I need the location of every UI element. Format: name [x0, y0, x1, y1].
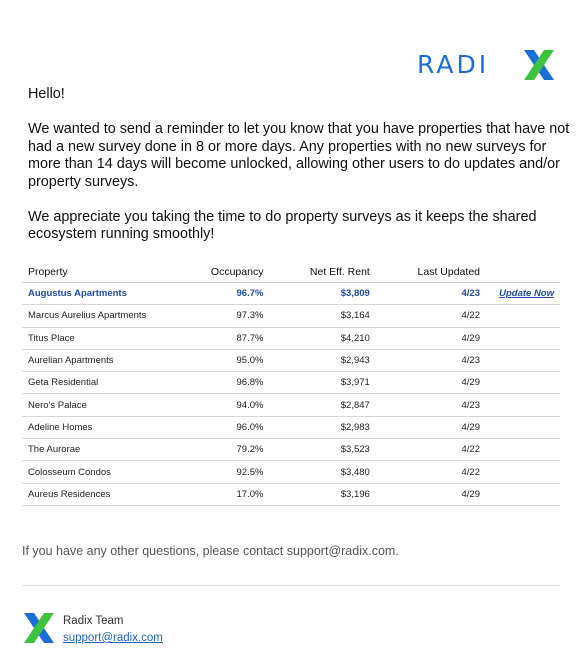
cell-property: Aureus Residences — [22, 483, 174, 506]
table-row: The Aurorae 79.2% $3,523 4/22 — [22, 438, 560, 462]
cell-updated: 4/29 — [375, 416, 486, 440]
cell-updated: 4/23 — [375, 282, 486, 306]
cell-action — [486, 304, 560, 328]
header-rent: Net Eff. Rent — [269, 262, 376, 283]
cell-updated: 4/23 — [375, 393, 486, 417]
table-row: Aureus Residences 17.0% $3,196 4/29 — [22, 483, 560, 506]
cell-property: Geta Residential — [22, 371, 174, 395]
divider — [22, 585, 560, 586]
contact-line: If you have any other questions, please … — [22, 544, 399, 558]
cell-property: Augustus Apartments — [22, 282, 174, 306]
cell-action — [486, 483, 560, 506]
cell-rent: $3,523 — [269, 438, 376, 462]
cell-occupancy: 17.0% — [174, 483, 270, 506]
cell-action — [486, 371, 560, 395]
cell-occupancy: 95.0% — [174, 349, 270, 373]
table-row: Geta Residential 96.8% $3,971 4/29 — [22, 371, 560, 395]
greeting: Hello! — [28, 86, 65, 102]
cell-rent: $3,164 — [269, 304, 376, 328]
cell-rent: $3,480 — [269, 460, 376, 484]
cell-action — [486, 327, 560, 350]
properties-table: Property Occupancy Net Eff. Rent Last Up… — [22, 262, 560, 506]
email-body: Hello! We wanted to send a reminder to l… — [28, 86, 573, 261]
cell-rent: $3,809 — [269, 282, 376, 306]
cell-occupancy: 94.0% — [174, 393, 270, 417]
header-occupancy: Occupancy — [174, 262, 270, 283]
cell-updated: 4/29 — [375, 327, 486, 350]
cell-property: Marcus Aurelius Apartments — [22, 304, 174, 328]
cell-action — [486, 438, 560, 462]
table-row: Titus Place 87.7% $4,210 4/29 — [22, 327, 560, 350]
header-property: Property — [22, 262, 174, 283]
cell-occupancy: 97.3% — [174, 304, 270, 328]
cell-rent: $2,943 — [269, 349, 376, 373]
cell-property: The Aurorae — [22, 438, 174, 462]
cell-rent: $3,971 — [269, 371, 376, 395]
cell-property: Aurelian Apartments — [22, 349, 174, 373]
cell-action — [486, 460, 560, 484]
cell-property: Titus Place — [22, 327, 174, 350]
cell-property: Nero's Palace — [22, 393, 174, 417]
reminder-paragraph: We wanted to send a reminder to let you … — [28, 121, 570, 190]
cell-action — [486, 349, 560, 373]
signature-name: Radix Team — [63, 615, 124, 627]
radix-logo: RADI — [417, 48, 557, 82]
signature-email-link[interactable]: support@radix.com — [63, 632, 163, 644]
update-now-link[interactable]: Update Now — [499, 288, 554, 300]
cell-occupancy: 92.5% — [174, 460, 270, 484]
logo-wordmark: RADI — [417, 50, 490, 79]
table-row: Aurelian Apartments 95.0% $2,943 4/23 — [22, 349, 560, 373]
cell-rent: $2,847 — [269, 393, 376, 417]
cell-updated: 4/22 — [375, 438, 486, 462]
header-action — [486, 262, 560, 283]
header-updated: Last Updated — [375, 262, 486, 283]
cell-rent: $3,196 — [269, 483, 376, 506]
appreciation-paragraph: We appreciate you taking the time to do … — [28, 208, 537, 243]
table-row: Adeline Homes 96.0% $2,983 4/29 — [22, 416, 560, 440]
cell-property: Adeline Homes — [22, 416, 174, 440]
cell-occupancy: 79.2% — [174, 438, 270, 462]
table-row-highlight: Augustus Apartments 96.7% $3,809 4/23 Up… — [22, 282, 560, 306]
cell-updated: 4/22 — [375, 460, 486, 484]
cell-occupancy: 87.7% — [174, 327, 270, 350]
cell-action: Update Now — [486, 282, 560, 306]
cell-occupancy: 96.7% — [174, 282, 270, 306]
cell-rent: $4,210 — [269, 327, 376, 350]
table-row: Nero's Palace 94.0% $2,847 4/23 — [22, 393, 560, 417]
radix-x-icon — [24, 613, 54, 643]
cell-occupancy: 96.8% — [174, 371, 270, 395]
cell-occupancy: 96.0% — [174, 416, 270, 440]
cell-property: Colosseum Condos — [22, 460, 174, 484]
cell-updated: 4/29 — [375, 371, 486, 395]
cell-rent: $2,983 — [269, 416, 376, 440]
cell-updated: 4/22 — [375, 304, 486, 328]
cell-action — [486, 393, 560, 417]
table-row: Colosseum Condos 92.5% $3,480 4/22 — [22, 460, 560, 484]
table-row: Marcus Aurelius Apartments 97.3% $3,164 4/2… — [22, 304, 560, 328]
cell-updated: 4/29 — [375, 483, 486, 506]
table-header-row: Property Occupancy Net Eff. Rent Last Up… — [22, 262, 560, 283]
cell-updated: 4/23 — [375, 349, 486, 373]
cell-action — [486, 416, 560, 440]
logo-x-icon — [524, 50, 554, 80]
